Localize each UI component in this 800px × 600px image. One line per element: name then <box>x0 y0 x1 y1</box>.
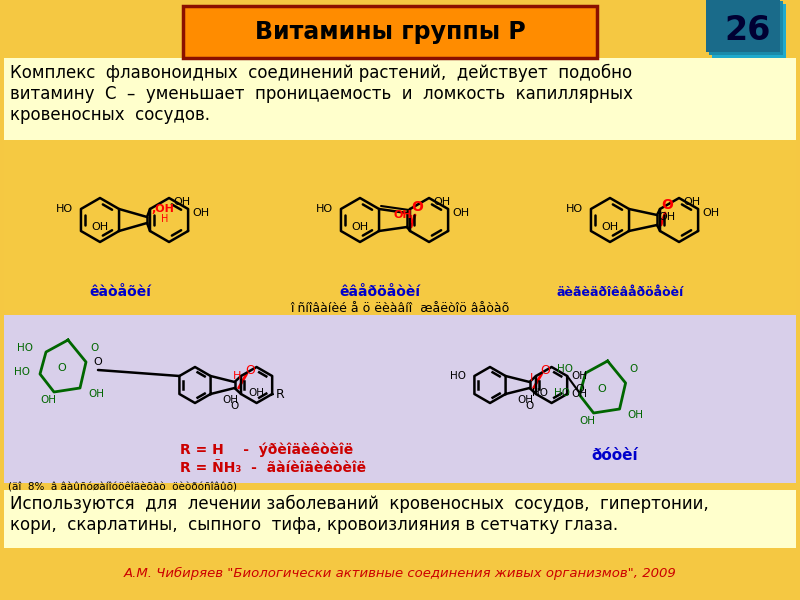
Bar <box>4 490 796 548</box>
Text: O: O <box>246 364 255 377</box>
Text: OH: OH <box>173 197 190 207</box>
Text: OH: OH <box>602 222 618 232</box>
Text: OH: OH <box>222 395 238 405</box>
Bar <box>709 1 783 55</box>
Text: O: O <box>94 357 102 367</box>
Text: HO: HO <box>56 204 73 214</box>
Text: ,OH: ,OH <box>151 204 174 214</box>
Text: êàòåõèí: êàòåõèí <box>89 285 151 299</box>
Text: OH: OH <box>683 197 700 207</box>
Text: OH: OH <box>351 222 369 232</box>
Text: I: I <box>530 373 534 383</box>
Bar <box>4 315 796 483</box>
Bar <box>4 140 796 310</box>
Text: O: O <box>58 363 66 373</box>
Text: H: H <box>233 371 241 381</box>
Text: O: O <box>598 384 606 394</box>
Text: HO: HO <box>566 204 583 214</box>
Text: OH: OH <box>91 222 109 232</box>
Text: Комплекс  флавоноидных  соединений растений,  действует  подобно
витамину  С  – : Комплекс флавоноидных соединений растени… <box>10 64 633 124</box>
Text: O: O <box>661 198 673 212</box>
Text: O: O <box>90 343 98 353</box>
Text: O: O <box>630 364 638 374</box>
Text: I: I <box>410 215 413 225</box>
Text: H: H <box>161 214 169 224</box>
Text: HO: HO <box>531 388 547 398</box>
Text: R = ÑH₃  -  ãàíèîäèêòèîë: R = ÑH₃ - ãàíèîäèêòèîë <box>180 461 366 475</box>
Text: OH: OH <box>88 389 104 399</box>
Text: HO: HO <box>450 371 466 381</box>
Text: HO: HO <box>554 388 570 398</box>
Text: OH: OH <box>571 371 587 381</box>
FancyBboxPatch shape <box>183 6 597 58</box>
Text: HO: HO <box>557 364 573 374</box>
Text: HO: HO <box>316 204 333 214</box>
Text: O: O <box>411 200 423 214</box>
Text: OH: OH <box>658 212 676 222</box>
Text: O: O <box>230 401 238 411</box>
Text: OH: OH <box>518 395 534 405</box>
Text: OH: OH <box>579 416 595 426</box>
Text: Используются  для  лечении заболеваний  кровеносных  сосудов,  гипертонии,
кори,: Используются для лечении заболеваний кро… <box>10 495 709 534</box>
Text: OH: OH <box>433 197 450 207</box>
Text: R: R <box>276 388 285 401</box>
Text: HO: HO <box>17 343 33 353</box>
Text: OH: OH <box>627 410 643 420</box>
Text: äèãèäðîêâåðöåòèí: äèãèäðîêâåðöåòèí <box>556 286 684 298</box>
Text: OH: OH <box>452 208 470 218</box>
Text: ðóòèí: ðóòèí <box>592 448 638 463</box>
Bar <box>706 0 780 52</box>
Text: 26: 26 <box>725 14 771 47</box>
Text: OH: OH <box>249 388 265 398</box>
Text: O: O <box>526 401 534 411</box>
Text: O: O <box>575 384 584 394</box>
Bar <box>712 4 786 58</box>
Text: O: O <box>541 364 550 377</box>
Text: OH: OH <box>702 208 719 218</box>
Bar <box>4 58 796 156</box>
Text: А.М. Чибиряев "Биологически активные соединения живых организмов", 2009: А.М. Чибиряев "Биологически активные сое… <box>124 567 676 580</box>
Text: î ñíîâàíèé å ö ëèàâíî  æåëòîö âåòàõ: î ñíîâàíèé å ö ëèàâíî æåëòîö âåòàõ <box>290 301 510 314</box>
Text: OH: OH <box>40 395 56 405</box>
Text: R = H    -  ýðèîäèêòèîë: R = H - ýðèîäèêòèîë <box>180 443 354 457</box>
Text: Витамины группы Р: Витамины группы Р <box>254 20 526 44</box>
Text: OH: OH <box>192 208 210 218</box>
Text: (äî  8%  â âàûñóøàíîóöêîäèõàò  öèòðóñîâûõ): (äî 8% â âàûñóøàíîóöêîäèõàò öèòðóñîâûõ) <box>8 483 237 493</box>
Text: êâåðöåòèí: êâåðöåòèí <box>339 285 421 299</box>
Text: OH: OH <box>571 389 587 399</box>
Text: OH: OH <box>394 210 412 220</box>
Text: HO: HO <box>14 367 30 377</box>
